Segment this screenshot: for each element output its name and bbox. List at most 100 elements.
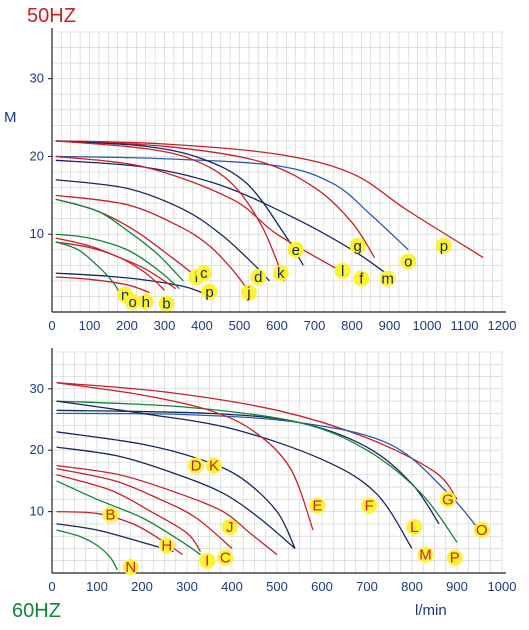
curve-label-C: C bbox=[220, 550, 231, 567]
curve-label-badge bbox=[473, 522, 490, 539]
curve-label-g: g bbox=[353, 238, 361, 255]
curve-G bbox=[56, 382, 458, 500]
curve-label-badge bbox=[309, 497, 326, 514]
curve-label-badge bbox=[201, 283, 218, 300]
curve-label-L: L bbox=[410, 519, 418, 536]
curve-label-N: N bbox=[125, 559, 136, 576]
x-tick-label: 0 bbox=[48, 579, 55, 594]
x-tick-label: 300 bbox=[176, 579, 198, 594]
x-tick-label: 600 bbox=[266, 318, 288, 333]
curve-label-badge bbox=[272, 265, 289, 282]
curve-label-badge bbox=[188, 457, 204, 474]
x-tick-label: 400 bbox=[191, 318, 213, 333]
curve-L bbox=[56, 400, 413, 549]
curve-label-badge bbox=[195, 265, 212, 282]
y-tick-label: 10 bbox=[30, 504, 44, 519]
curve-label-p: p bbox=[440, 238, 448, 255]
curve-label-badge bbox=[137, 293, 154, 310]
y-tick-label: 30 bbox=[30, 381, 44, 396]
curve-j bbox=[55, 198, 203, 282]
x-tick-label: 500 bbox=[266, 579, 288, 594]
x-tick-label: 200 bbox=[131, 579, 153, 594]
curve-K bbox=[56, 446, 296, 549]
x-ticks-50hz: 0 100 200 300 400 500 600 700 800 900 1000 1100 1200 bbox=[48, 318, 516, 333]
curve-label-badge bbox=[217, 549, 234, 566]
grid-60hz bbox=[51, 351, 503, 574]
curve-i bbox=[55, 237, 177, 290]
curve-f bbox=[55, 140, 304, 266]
curve-J bbox=[56, 468, 233, 549]
x-tick-label: 1100 bbox=[451, 318, 479, 333]
axes-60hz bbox=[51, 348, 506, 574]
curve-F bbox=[56, 382, 314, 531]
curve-label-n: n bbox=[121, 287, 129, 304]
x-tick-label: 200 bbox=[116, 318, 138, 333]
curve-k bbox=[55, 179, 270, 282]
x-tick-label: 1000 bbox=[488, 579, 517, 594]
curve-H bbox=[56, 523, 174, 553]
curve-label-k: k bbox=[277, 265, 285, 282]
curve-label-badge bbox=[400, 253, 417, 270]
x-tick-label: 700 bbox=[304, 318, 326, 333]
x-tick-label: 600 bbox=[311, 579, 333, 594]
curve-p bbox=[55, 140, 484, 259]
curve-b bbox=[55, 233, 180, 290]
curve-label-O: O bbox=[476, 522, 488, 539]
curve-label-badge bbox=[158, 537, 175, 554]
x-tick-label: 800 bbox=[401, 579, 423, 594]
curve-label-badge bbox=[379, 270, 396, 287]
curve-label-badge bbox=[406, 518, 423, 535]
curve-C bbox=[56, 474, 202, 552]
curve-label-M: M bbox=[419, 547, 432, 564]
curve-label-p: p bbox=[205, 284, 213, 301]
y-tick-label: 30 bbox=[30, 71, 44, 86]
curve-label-badge bbox=[446, 549, 463, 566]
curve-p_low bbox=[55, 272, 203, 294]
curve-label-P: P bbox=[450, 550, 460, 567]
curve-h bbox=[55, 241, 165, 291]
curve-label-m: m bbox=[381, 271, 394, 288]
curve-label-badge bbox=[353, 270, 370, 287]
curve-o bbox=[55, 155, 409, 251]
chart-60hz: 60HZ l/min 0 100 200 300 400 500 600 700 800 900 1… bbox=[12, 348, 516, 622]
x-tick-label: 0 bbox=[48, 318, 55, 333]
y-tick-label: 10 bbox=[30, 226, 44, 241]
curve-label-c: c bbox=[200, 265, 208, 282]
curve-label-B: B bbox=[105, 507, 115, 524]
curve-label-D: D bbox=[191, 458, 202, 475]
curve-label-badge bbox=[221, 518, 238, 535]
axes-50hz bbox=[51, 28, 506, 313]
curve-label-l: l bbox=[341, 263, 344, 280]
curve-d bbox=[55, 194, 248, 290]
curve-label-badge bbox=[124, 293, 141, 310]
curve-label-o: o bbox=[404, 253, 412, 270]
chart-50hz: 50HZ M 0 100 200 300 400 500 600 700 800 900 1000 1… bbox=[4, 5, 516, 333]
curve-label-badge bbox=[334, 262, 351, 279]
x-ticks-60hz: 0 100 200 300 400 500 600 700 800 900 1000 bbox=[48, 579, 516, 594]
x-tick-label: 800 bbox=[341, 318, 363, 333]
curve-o_low bbox=[55, 276, 150, 294]
curve-label-badge bbox=[349, 237, 366, 254]
x-tick-label: 100 bbox=[86, 579, 108, 594]
curves-50hz bbox=[55, 140, 484, 294]
y-tick-label: 20 bbox=[30, 148, 44, 163]
x-tick-label: 1200 bbox=[488, 318, 517, 333]
curve-I bbox=[56, 480, 201, 556]
chart-title-60hz: 60HZ bbox=[12, 600, 61, 622]
curve-l bbox=[55, 140, 286, 282]
curve-labels-60hz: G E F D K O LM P B J H CI N bbox=[102, 457, 490, 576]
curve-label-badge bbox=[158, 295, 175, 312]
curve-label-badge bbox=[199, 552, 216, 569]
curve-label-F: F bbox=[365, 497, 374, 514]
curve-label-badge bbox=[361, 497, 378, 514]
curve-g bbox=[55, 140, 376, 258]
curve-label-G: G bbox=[442, 491, 454, 508]
curve-label-I: I bbox=[205, 553, 209, 570]
x-tick-label: 100 bbox=[79, 318, 101, 333]
curve-label-o: o bbox=[128, 294, 136, 311]
curve-n bbox=[55, 241, 121, 293]
curve-label-h: h bbox=[142, 294, 150, 311]
curve-label-j: j bbox=[246, 285, 250, 302]
